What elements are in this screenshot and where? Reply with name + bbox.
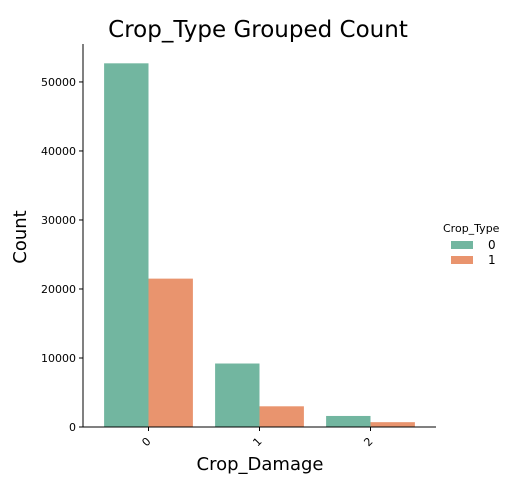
legend-swatch-0 — [451, 241, 473, 249]
y-tick-label: 10000 — [41, 352, 76, 365]
legend-title: Crop_Type — [443, 222, 500, 235]
bar-crop-type-1-damage-1 — [259, 406, 304, 427]
y-tick-label: 30000 — [41, 214, 76, 227]
chart-title: Crop_Type Grouped Count — [108, 17, 408, 43]
x-axis-label: Crop_Damage — [197, 454, 324, 475]
bar-crop-type-0-damage-0 — [104, 63, 149, 428]
bar-crop-type-0-damage-2 — [326, 415, 371, 427]
legend-swatch-1 — [451, 256, 473, 264]
bar-crop-type-1-damage-2 — [370, 422, 415, 427]
x-tick-label: 2 — [361, 435, 375, 449]
x-tick-label: 1 — [250, 435, 264, 449]
y-tick-label: 20000 — [41, 283, 76, 296]
y-tick-label: 0 — [69, 421, 76, 434]
bar-crop-type-0-damage-1 — [215, 363, 260, 427]
y-tick-label: 50000 — [41, 76, 76, 89]
bar-crop-type-1-damage-0 — [148, 278, 193, 427]
y-axis-label: Count — [10, 210, 31, 263]
plot-area: 0 10000 20000 30000 40000 50000 0 1 2 — [41, 44, 436, 449]
legend-label-0: 0 — [488, 238, 496, 252]
legend: Crop_Type 01 — [443, 222, 500, 267]
x-tick-label: 0 — [139, 435, 153, 449]
y-tick-label: 40000 — [41, 145, 76, 158]
legend-label-1: 1 — [488, 253, 496, 267]
